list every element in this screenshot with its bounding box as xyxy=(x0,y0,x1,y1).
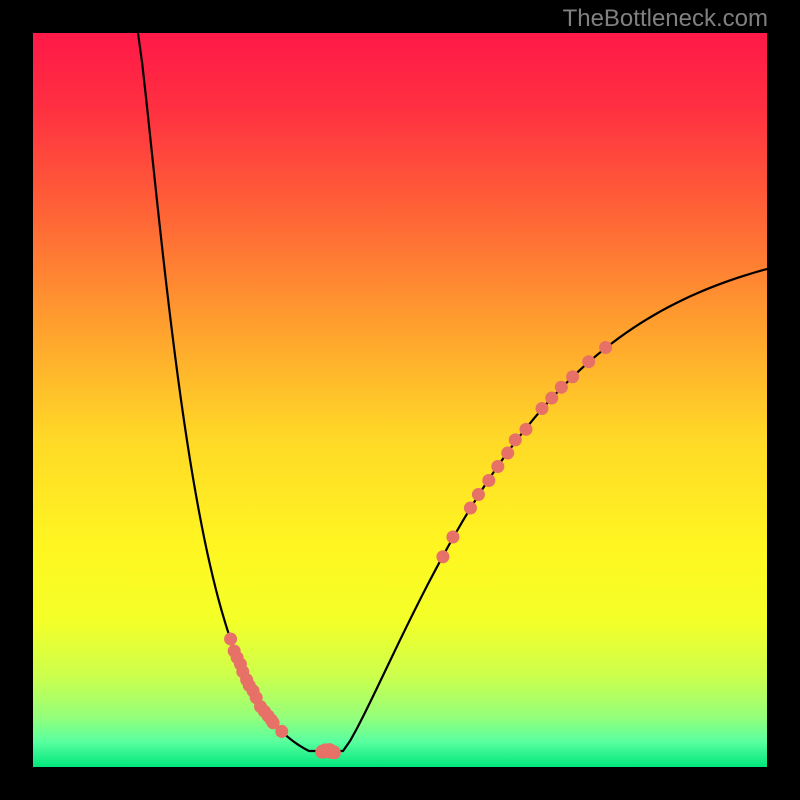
curve-layer xyxy=(33,33,767,767)
chart-root: TheBottleneck.com xyxy=(0,0,800,800)
dot-marker xyxy=(555,381,568,394)
dot-marker xyxy=(436,550,449,563)
dot-marker xyxy=(566,370,579,383)
dot-marker xyxy=(582,355,595,368)
dot-marker xyxy=(482,474,495,487)
dot-marker xyxy=(446,530,459,543)
dot-marker xyxy=(535,402,548,415)
dot-marker xyxy=(326,745,339,758)
dot-marker xyxy=(599,341,612,354)
dot-marker xyxy=(275,725,288,738)
dot-marker xyxy=(519,423,532,436)
dot-marker xyxy=(491,460,504,473)
dot-marker xyxy=(545,392,558,405)
plot-area xyxy=(33,33,767,767)
dot-marker xyxy=(472,488,485,501)
dot-marker xyxy=(509,433,522,446)
dot-marker xyxy=(224,632,237,645)
dot-marker xyxy=(501,447,514,460)
watermark-label: TheBottleneck.com xyxy=(563,5,768,33)
dot-markers xyxy=(224,341,612,759)
dot-marker xyxy=(464,502,477,515)
